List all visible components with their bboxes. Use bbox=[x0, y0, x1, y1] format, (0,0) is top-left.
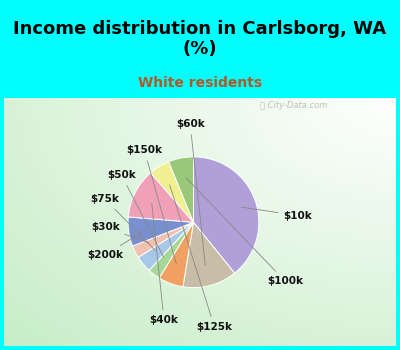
Wedge shape bbox=[183, 222, 234, 288]
Wedge shape bbox=[169, 157, 194, 222]
Text: $100k: $100k bbox=[186, 178, 303, 286]
Wedge shape bbox=[151, 162, 194, 222]
Text: $200k: $200k bbox=[87, 231, 144, 260]
Text: $75k: $75k bbox=[91, 194, 155, 251]
Text: $50k: $50k bbox=[107, 170, 164, 257]
Wedge shape bbox=[194, 157, 259, 273]
Wedge shape bbox=[128, 217, 194, 246]
Text: White residents: White residents bbox=[138, 76, 262, 90]
Text: ⓘ City-Data.com: ⓘ City-Data.com bbox=[260, 101, 328, 110]
Text: Income distribution in Carlsborg, WA
(%): Income distribution in Carlsborg, WA (%) bbox=[14, 20, 386, 58]
Text: $40k: $40k bbox=[150, 204, 178, 326]
Text: $150k: $150k bbox=[126, 145, 176, 264]
Text: $60k: $60k bbox=[176, 119, 205, 265]
Wedge shape bbox=[149, 222, 194, 278]
Text: $125k: $125k bbox=[170, 185, 232, 332]
Wedge shape bbox=[138, 222, 194, 270]
Text: $10k: $10k bbox=[240, 207, 312, 221]
Wedge shape bbox=[132, 222, 194, 257]
Text: $30k: $30k bbox=[91, 223, 149, 243]
Wedge shape bbox=[159, 222, 194, 287]
Wedge shape bbox=[128, 173, 194, 222]
